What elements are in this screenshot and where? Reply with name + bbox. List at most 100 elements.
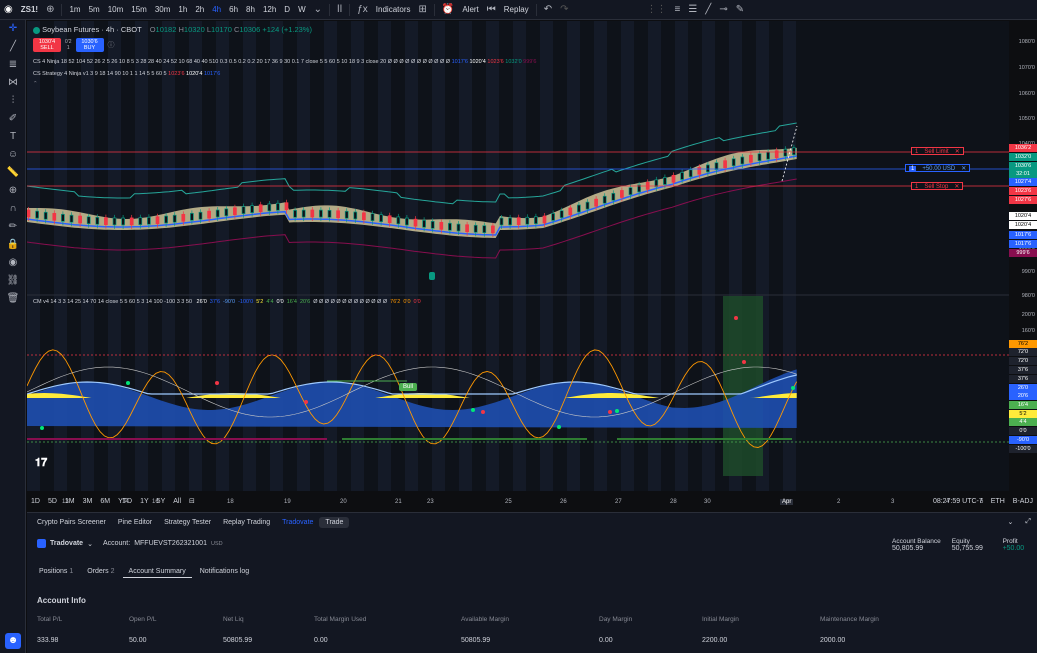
subtab-positions[interactable]: Positions 1 <box>39 568 74 575</box>
sell-limit-order-tag[interactable]: 1 Sell Limit ✕ <box>911 147 964 155</box>
chart-pane[interactable]: Soybean Futures · 4h · CBOT O10182 H1032… <box>27 21 1009 505</box>
add-symbol-icon[interactable]: ⊕ <box>46 4 55 15</box>
tab-tradovate[interactable]: Tradovate <box>282 518 314 526</box>
alert-button[interactable]: Alert <box>462 5 479 14</box>
zoom-icon[interactable]: ⊕ <box>8 185 18 196</box>
templates-icon[interactable]: ⊞ <box>418 4 427 15</box>
range-all[interactable]: All <box>173 497 182 505</box>
fib-icon[interactable]: ≣ <box>8 59 18 70</box>
range-6m[interactable]: 6M <box>100 497 111 505</box>
brush-icon[interactable]: ✐ <box>8 113 18 124</box>
timeframe-10m[interactable]: 10m <box>107 5 124 14</box>
tab-crypto-pairs-screener[interactable]: Crypto Pairs Screener <box>37 518 106 526</box>
broker-name[interactable]: Tradovate <box>50 540 84 547</box>
price-tag: 1027'4 <box>1009 178 1037 186</box>
user-avatar-icon[interactable]: ◉ <box>4 4 13 15</box>
sell-button[interactable]: 1030'4 SELL <box>33 38 61 52</box>
indicator-legend-2[interactable]: CS Strategy 4 Ninja v1 3 9 18 14 90 10 1… <box>33 71 221 77</box>
timeframe-12h[interactable]: 12h <box>262 5 277 14</box>
symbol-search[interactable]: ZS1! <box>20 5 39 14</box>
timeframe-w[interactable]: W <box>298 5 306 14</box>
info-icon[interactable]: ⓘ <box>107 42 115 49</box>
replay-icon[interactable]: ⏮ <box>486 4 496 15</box>
position-tag[interactable]: 1 +50.00 USD ✕ <box>905 164 971 172</box>
legend-title[interactable]: Soybean Futures · 4h · CBOT <box>42 25 142 34</box>
price-scale[interactable]: 1080'01070'01060'01050'01040'01000'0990'… <box>1009 21 1037 491</box>
pen-icon[interactable]: ✎ <box>735 4 745 15</box>
object-tree-icon[interactable]: ☻ <box>5 633 21 649</box>
timeframe-d[interactable]: D <box>284 5 291 14</box>
tab-pine-editor[interactable]: Pine Editor <box>117 518 153 526</box>
range-1m[interactable]: 1M <box>64 497 75 505</box>
account-id[interactable]: MFFUEVST262321001 <box>134 540 207 547</box>
timeframe-6h[interactable]: 6h <box>229 5 239 14</box>
pattern-icon[interactable]: ⋈ <box>8 77 18 88</box>
range-ytd[interactable]: YTD <box>118 497 133 505</box>
chevron-down-icon[interactable]: ⌄ <box>313 4 323 15</box>
candle-body <box>577 204 581 213</box>
clock[interactable]: 08:27:59 UTC-7 <box>932 497 983 505</box>
magnet-icon[interactable]: ∩ <box>9 203 17 214</box>
range-3m[interactable]: 3M <box>82 497 93 505</box>
collapse-panel-icon[interactable]: ⌄ <box>1007 519 1014 526</box>
drag-handle-icon[interactable]: ⋮⋮ <box>646 4 667 15</box>
chart-type-icon[interactable]: ǀǀ <box>337 4 343 15</box>
timeframe-15m[interactable]: 15m <box>131 5 147 14</box>
timeframe-4h[interactable]: 4h <box>212 5 222 14</box>
sell-stop-order-tag[interactable]: 1 Sell Stop ✕ <box>911 182 964 190</box>
range-1y[interactable]: 1Y <box>140 497 149 505</box>
osc-value: 0'0 <box>413 299 421 305</box>
price-label: 1050'0 <box>1018 116 1035 122</box>
session-toggle[interactable]: ETH <box>990 497 1005 505</box>
subtab-orders[interactable]: Orders 2 <box>87 568 115 575</box>
eye-icon[interactable]: ◉ <box>8 257 18 268</box>
indicator-legend-1[interactable]: CS 4 Ninja 18 52 104 52 26 2 5 26 10 8 5… <box>33 59 537 65</box>
crosshair-icon[interactable]: ✛ <box>8 23 18 34</box>
undo-icon[interactable]: ↶ <box>543 4 553 15</box>
range-5d[interactable]: 5D <box>47 497 57 505</box>
range-1d[interactable]: 1D <box>31 497 40 505</box>
collapse-legend-icon[interactable]: ⌃ <box>33 81 38 87</box>
redo-icon[interactable]: ↷ <box>560 4 569 15</box>
timeframe-1m[interactable]: 1m <box>69 5 81 14</box>
subtab-account-summary[interactable]: Account Summary <box>122 566 192 578</box>
lock-icon[interactable]: 🔒 <box>6 239 20 250</box>
tab-strategy-tester[interactable]: Strategy Tester <box>164 518 212 526</box>
maximize-panel-icon[interactable]: ⤢ <box>1025 518 1031 525</box>
trend-line-icon[interactable]: ╱ <box>705 4 712 15</box>
timeframe-8h[interactable]: 8h <box>246 5 255 14</box>
lock-drawing-icon[interactable]: ✏ <box>8 221 18 232</box>
date-range-icon[interactable]: ⊟ <box>189 498 195 505</box>
trend-line-icon[interactable]: ╱ <box>9 41 17 52</box>
ruler-icon[interactable]: 📏 <box>6 167 20 178</box>
adjustment-toggle[interactable]: B-ADJ <box>1012 497 1033 505</box>
osc-legend[interactable]: CM v4 14 3 3 14 25 14 70 14 close 5 5 60… <box>33 299 421 305</box>
replay-button[interactable]: Replay <box>503 5 529 14</box>
subtab-notifications-log[interactable]: Notifications log <box>199 568 250 575</box>
trash-icon[interactable]: 🗑 <box>6 293 20 304</box>
horizontal-lines-icon[interactable]: ≡ <box>674 4 681 15</box>
tradingview-logo-icon[interactable]: 𝟏𝟕 <box>35 457 48 469</box>
timeframe-1h[interactable]: 1h <box>178 5 188 14</box>
emoji-icon[interactable]: ☺ <box>7 149 19 160</box>
tab-trade[interactable]: Trade <box>319 516 350 528</box>
timeframe-30m[interactable]: 30m <box>154 5 171 14</box>
buy-button[interactable]: 1030'6 BUY <box>75 38 104 52</box>
broker-dropdown-icon[interactable]: ⌄ <box>87 540 93 548</box>
list-icon[interactable]: ☰ <box>688 4 698 15</box>
projection-icon[interactable]: ⫶ <box>11 95 15 106</box>
horizontal-ray-icon[interactable]: ⊸ <box>719 4 728 15</box>
candle-body <box>714 162 719 171</box>
alert-icon[interactable]: ⏰ <box>441 4 455 15</box>
tab-replay-trading[interactable]: Replay Trading <box>223 518 271 526</box>
spread-qty[interactable]: 0'2 1 <box>65 39 72 51</box>
link-icon[interactable]: ⛓ <box>6 275 20 286</box>
timeframe-2h[interactable]: 2h <box>195 5 205 14</box>
indicators-button[interactable]: Indicators <box>375 5 411 14</box>
timeframe-5m[interactable]: 5m <box>88 5 100 14</box>
text-icon[interactable]: T <box>9 131 17 142</box>
chart-canvas[interactable] <box>27 21 1009 491</box>
indicators-icon[interactable]: ƒx <box>357 4 368 15</box>
range-5y[interactable]: 5Y <box>156 497 166 505</box>
candle-body <box>405 217 409 226</box>
